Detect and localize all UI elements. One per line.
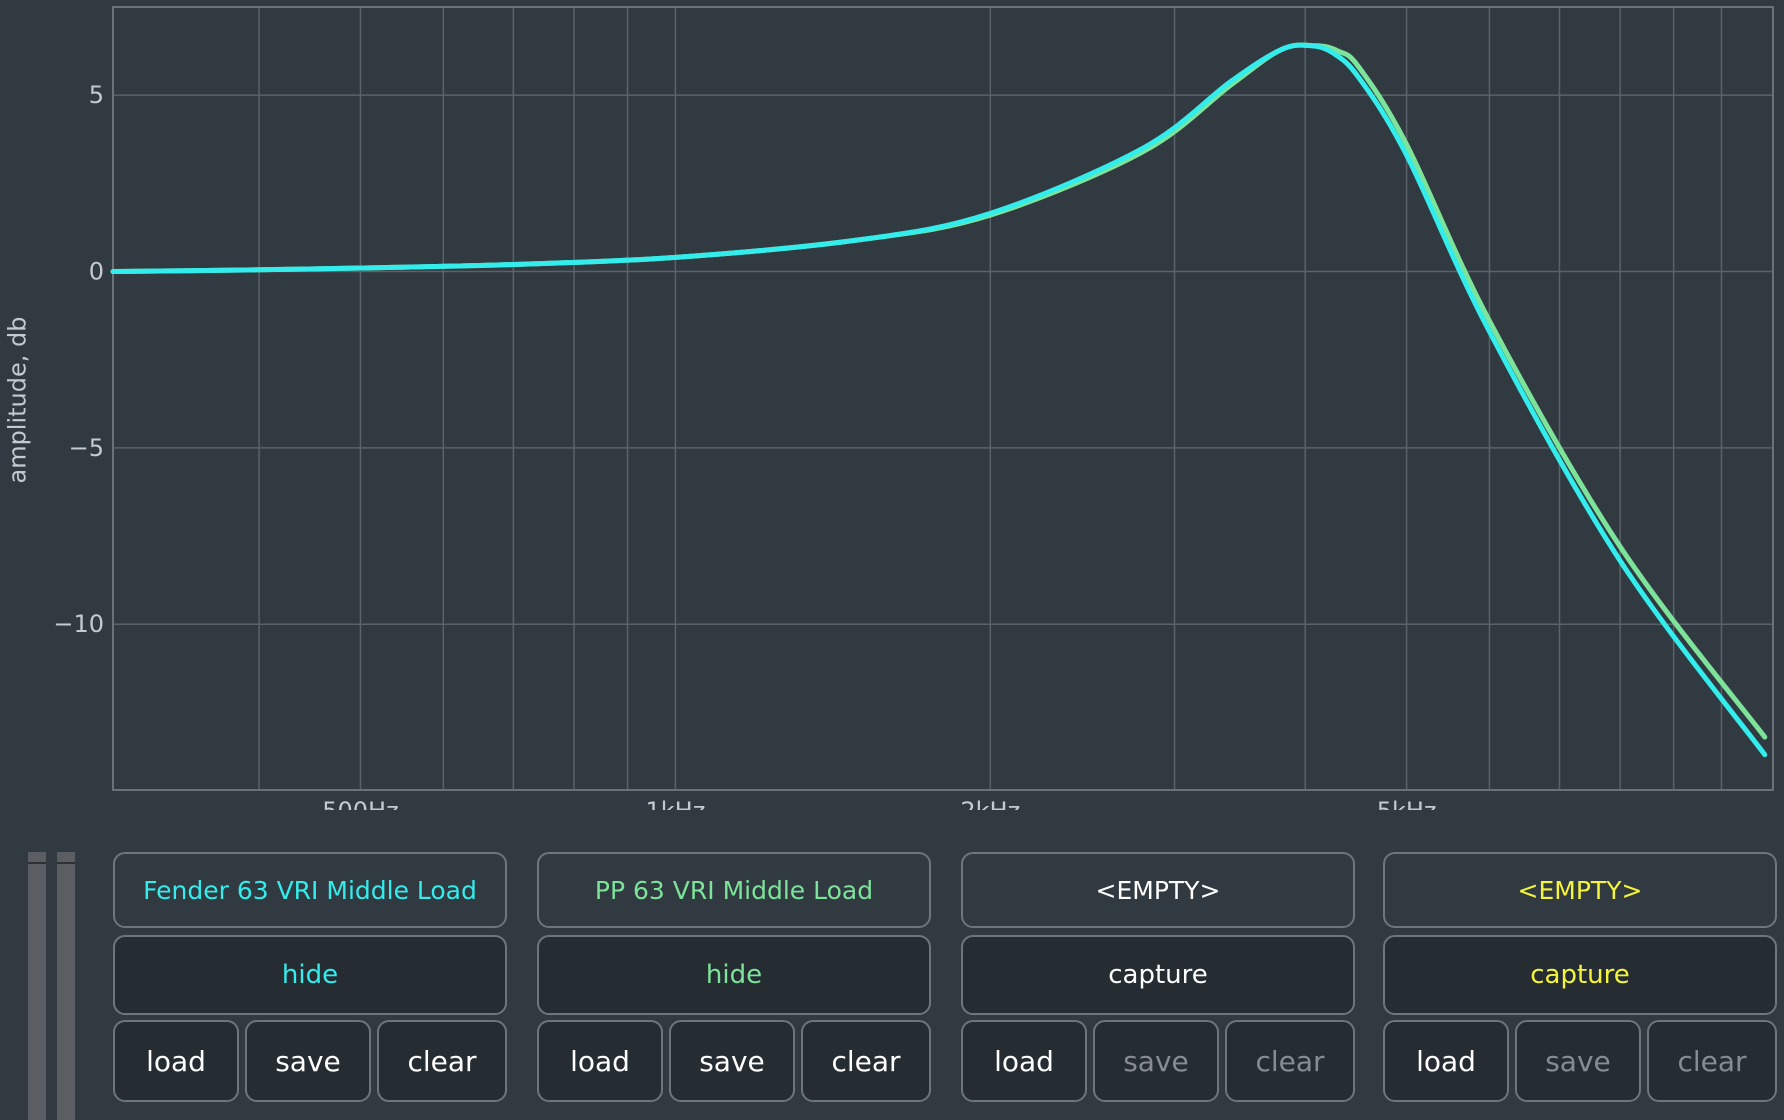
slot-name-button[interactable]: <EMPTY>	[1383, 852, 1777, 928]
slot-2: PP 63 VRI Middle Load hide load save cle…	[537, 852, 931, 1120]
y-axis-label-wrap: amplitude, db	[2, 280, 32, 520]
load-button[interactable]: load	[1383, 1020, 1509, 1102]
save-button[interactable]: save	[1515, 1020, 1641, 1102]
clear-button[interactable]: clear	[1225, 1020, 1355, 1102]
slot-name-button[interactable]: <EMPTY>	[961, 852, 1355, 928]
slot-3: <EMPTY> capture load save clear	[961, 852, 1355, 1120]
x-tick-label: 1kHz	[645, 797, 705, 810]
clear-button[interactable]: clear	[377, 1020, 507, 1102]
y-tick-label: −10	[53, 610, 104, 638]
y-axis-ticks: 5 0 −5 −10	[53, 81, 104, 638]
chart-series	[110, 42, 1768, 758]
meter-marker	[28, 862, 46, 864]
meter-marker	[57, 862, 75, 864]
capture-button[interactable]: capture	[961, 935, 1355, 1015]
y-tick-label: −5	[69, 434, 104, 462]
slot-1: Fender 63 VRI Middle Load hide load save…	[113, 852, 507, 1120]
chart-grid	[113, 7, 1773, 790]
clear-button[interactable]: clear	[801, 1020, 931, 1102]
frequency-response-chart: 5 0 −5 −10 500Hz 1kHz 2kHz 5kHz	[53, 6, 1774, 810]
capture-button[interactable]: capture	[1383, 935, 1777, 1015]
slot-4: <EMPTY> capture load save clear	[1383, 852, 1777, 1120]
slot-name-button[interactable]: PP 63 VRI Middle Load	[537, 852, 931, 928]
load-button[interactable]: load	[537, 1020, 663, 1102]
series-line	[110, 42, 1768, 758]
save-button[interactable]: save	[245, 1020, 371, 1102]
y-axis-label: amplitude, db	[3, 316, 32, 484]
y-tick-label: 5	[89, 81, 104, 109]
clear-button[interactable]: clear	[1647, 1020, 1777, 1102]
x-tick-label: 2kHz	[960, 797, 1020, 810]
x-tick-label: 500Hz	[322, 797, 398, 810]
slot-name-button[interactable]: Fender 63 VRI Middle Load	[113, 852, 507, 928]
plot-frame	[112, 6, 1774, 791]
y-tick-label: 0	[89, 258, 104, 286]
save-button[interactable]: save	[1093, 1020, 1219, 1102]
x-axis-ticks: 500Hz 1kHz 2kHz 5kHz	[322, 797, 1436, 810]
level-meter-left	[28, 852, 46, 1120]
load-button[interactable]: load	[113, 1020, 239, 1102]
save-button[interactable]: save	[669, 1020, 795, 1102]
hide-button[interactable]: hide	[537, 935, 931, 1015]
load-button[interactable]: load	[961, 1020, 1087, 1102]
x-tick-label: 5kHz	[1377, 797, 1437, 810]
level-meter-right	[57, 852, 75, 1120]
hide-button[interactable]: hide	[113, 935, 507, 1015]
